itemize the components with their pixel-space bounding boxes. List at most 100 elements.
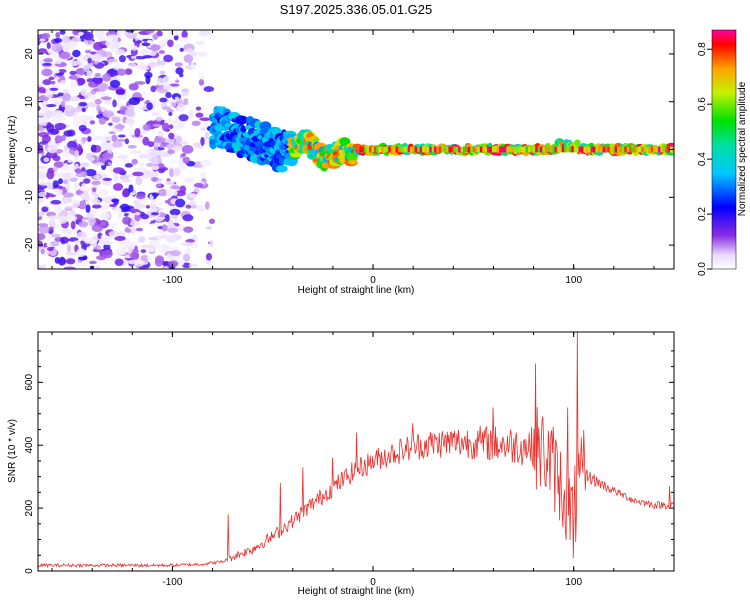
signal-core-cell bbox=[373, 146, 377, 153]
noise-blob bbox=[112, 64, 123, 70]
noise-blob bbox=[84, 49, 92, 54]
signal-core-cell bbox=[641, 146, 645, 153]
noise-blob bbox=[80, 88, 88, 96]
noise-blob bbox=[166, 109, 174, 113]
noise-blob bbox=[119, 203, 131, 213]
noise-blob bbox=[180, 37, 189, 43]
noise-blob bbox=[102, 240, 114, 246]
signal-core-cell bbox=[414, 146, 418, 153]
noise-blob bbox=[79, 236, 92, 242]
noise-blob bbox=[204, 131, 209, 139]
noise-blob bbox=[49, 226, 55, 230]
noise-blob bbox=[108, 230, 120, 238]
noise-blob bbox=[116, 68, 127, 76]
noise-blob bbox=[150, 207, 157, 213]
noise-blob bbox=[52, 115, 57, 122]
noise-blob bbox=[166, 245, 173, 251]
noise-blob bbox=[126, 32, 138, 39]
noise-blob bbox=[156, 30, 163, 37]
noise-blob bbox=[78, 101, 88, 107]
signal-core-cell bbox=[378, 146, 382, 153]
noise-blob bbox=[67, 197, 73, 203]
noise-blob bbox=[83, 178, 91, 184]
noise-blob bbox=[156, 59, 161, 67]
noise-blob bbox=[73, 112, 78, 121]
noise-blob bbox=[54, 122, 67, 130]
signal-core-cell bbox=[438, 146, 442, 153]
signal-core-cell bbox=[527, 146, 531, 153]
noise-blob bbox=[53, 204, 62, 213]
noise-blob bbox=[142, 55, 153, 59]
noise-blob bbox=[63, 162, 69, 171]
signal-core-cell bbox=[472, 146, 476, 153]
noise-blob bbox=[74, 168, 83, 174]
noise-blob bbox=[168, 132, 175, 140]
signal-core-cell bbox=[653, 146, 657, 153]
noise-blob bbox=[120, 246, 127, 255]
noise-blob bbox=[155, 64, 165, 68]
noise-blob bbox=[88, 260, 97, 265]
noise-blob bbox=[119, 241, 132, 246]
noise-blob bbox=[52, 166, 59, 172]
noise-blob bbox=[118, 134, 126, 138]
noise-blob bbox=[38, 170, 47, 180]
noise-blob bbox=[170, 101, 177, 108]
signal-blob bbox=[234, 115, 248, 125]
signal-core-cell bbox=[484, 146, 488, 153]
noise-blob bbox=[61, 134, 66, 142]
noise-blob bbox=[80, 162, 90, 168]
noise-blob bbox=[78, 200, 87, 210]
noise-blob bbox=[109, 79, 121, 88]
signal-core-cell bbox=[626, 146, 630, 153]
noise-blob bbox=[104, 99, 112, 105]
noise-blob bbox=[128, 62, 137, 68]
noise-blob bbox=[98, 36, 107, 41]
noise-blob bbox=[78, 255, 88, 261]
signal-core-cell bbox=[479, 146, 483, 153]
noise-blob bbox=[154, 216, 164, 222]
signal-core-cell bbox=[568, 146, 572, 153]
noise-blob bbox=[140, 213, 150, 220]
noise-blob bbox=[42, 79, 52, 86]
noise-blob bbox=[90, 210, 96, 219]
signal-core-cell bbox=[501, 146, 505, 153]
signal-core-cell bbox=[397, 146, 401, 153]
signal-core-cell bbox=[595, 146, 599, 153]
noise-blob bbox=[142, 91, 147, 100]
signal-core-cell bbox=[482, 146, 486, 153]
noise-blob bbox=[39, 38, 46, 42]
spectrogram-ytick-label: -20 bbox=[24, 237, 35, 252]
noise-blob bbox=[135, 227, 144, 232]
noise-blob bbox=[124, 118, 135, 125]
noise-blob bbox=[95, 245, 101, 250]
noise-blob bbox=[134, 81, 146, 85]
signal-core-cell bbox=[462, 146, 466, 153]
signal-core-cell bbox=[583, 146, 587, 153]
noise-blob bbox=[87, 136, 92, 142]
noise-blob bbox=[185, 48, 194, 55]
noise-blob bbox=[98, 188, 109, 197]
noise-blob bbox=[162, 266, 169, 269]
signal-core-cell bbox=[588, 146, 592, 153]
signal-core-cell bbox=[369, 146, 373, 153]
noise-blob bbox=[165, 187, 174, 196]
noise-blob bbox=[192, 142, 202, 148]
noise-blob bbox=[125, 30, 135, 33]
noise-blob bbox=[112, 99, 117, 108]
noise-blob bbox=[70, 79, 78, 89]
noise-blob bbox=[75, 262, 87, 267]
signal-blob bbox=[348, 159, 358, 165]
noise-blob bbox=[146, 256, 154, 260]
noise-blob bbox=[46, 42, 51, 49]
noise-blob bbox=[53, 161, 64, 168]
signal-core-cell bbox=[561, 146, 565, 153]
signal-core-cell bbox=[535, 146, 539, 153]
noise-blob bbox=[64, 205, 75, 209]
signal-core-cell bbox=[381, 146, 385, 153]
noise-blob bbox=[48, 76, 55, 81]
signal-core-cell bbox=[612, 146, 616, 153]
noise-blob bbox=[50, 199, 62, 205]
noise-blob bbox=[203, 86, 215, 93]
